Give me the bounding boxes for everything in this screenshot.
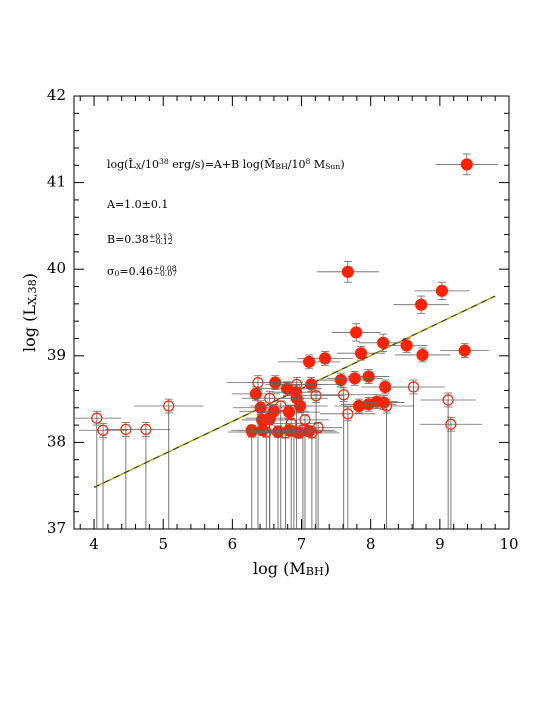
- text-part: BH: [275, 162, 288, 171]
- detection-point: [282, 405, 296, 419]
- text-part: /10: [141, 158, 159, 171]
- upper-limit-point: [312, 422, 324, 434]
- text-part: Sun: [325, 162, 340, 171]
- text-part: σ: [107, 265, 115, 278]
- y-tick-label: 41: [47, 173, 66, 191]
- text-part: +0.08: [153, 264, 177, 273]
- detection-point: [400, 339, 413, 352]
- upper-limit-point: [140, 423, 152, 436]
- upper-limit-point: [285, 417, 297, 429]
- x-tick-label: 7: [297, 535, 307, 553]
- upper-limit-point: [342, 408, 354, 420]
- annotation: log(L̂X/1038 erg/s)=A+B log(M̂BH/108 MSu…: [107, 157, 345, 172]
- detection-point: [416, 348, 429, 362]
- upper-limit-point: [264, 414, 276, 426]
- x-axis-label: log (MBH): [253, 559, 330, 579]
- annotation: σ0=0.46+0.08 −0.07: [107, 264, 177, 279]
- text-part: −0.07: [154, 269, 178, 278]
- upper-limit-point: [264, 392, 276, 404]
- detection-point: [348, 372, 361, 385]
- text-part: ): [20, 273, 39, 279]
- y-tick-label: 39: [47, 346, 66, 364]
- upper-limit-point: [163, 400, 175, 412]
- upper-limit-point: [288, 425, 300, 437]
- text-part: 8: [305, 157, 310, 166]
- upper-limit-point: [338, 389, 350, 401]
- detection-point: [318, 352, 332, 365]
- annotation: B=0.38+0.13 −0.12: [107, 232, 173, 247]
- text-part: ): [340, 158, 344, 171]
- upper-limit-point: [252, 377, 264, 389]
- text-part: X,38: [26, 279, 39, 305]
- upper-limit-point: [260, 426, 272, 438]
- upper-limit-point: [442, 394, 454, 406]
- upper-limit-point: [91, 412, 103, 424]
- x-tick-label: 6: [228, 535, 238, 553]
- detection-point: [354, 347, 368, 360]
- text-part: log (M: [253, 559, 306, 578]
- y-tick-label: 37: [47, 519, 66, 537]
- upper-limit-point: [445, 418, 457, 430]
- upper-limit-point: [299, 414, 311, 426]
- detection-point: [334, 373, 348, 387]
- text-part: X: [136, 162, 142, 171]
- text-part: log (L: [20, 305, 39, 352]
- y-axis-label: log (LX,38): [20, 273, 40, 352]
- detection-point: [460, 158, 473, 171]
- text-part: A=1.0±0.1: [106, 198, 168, 211]
- text-part: erg/s)=A+B log(M̂: [169, 158, 276, 171]
- detection-point: [362, 370, 375, 383]
- annotation: A=1.0±0.1: [106, 198, 168, 211]
- detection-point: [350, 326, 363, 339]
- upper-limit-point: [380, 400, 393, 412]
- text-part: /10: [288, 158, 306, 171]
- detection-point: [458, 344, 471, 357]
- text-part: =0.46: [119, 265, 153, 278]
- detection-point: [435, 284, 449, 297]
- x-tick-label: 9: [435, 535, 445, 553]
- x-tick-label: 4: [89, 535, 99, 553]
- text-part: +0.13: [149, 232, 173, 241]
- text-part: ): [324, 559, 330, 578]
- text-part: −0.12: [149, 237, 173, 246]
- y-tick-label: 40: [47, 259, 66, 277]
- upper-limit-point: [275, 400, 287, 412]
- detection-point: [249, 387, 262, 401]
- upper-limit-point: [310, 390, 322, 402]
- y-tick-label: 42: [47, 86, 66, 104]
- detection-point: [303, 355, 316, 368]
- upper-limit-point: [97, 424, 109, 436]
- text-part: log(L̂: [107, 158, 136, 171]
- text-part: BH: [306, 565, 324, 578]
- detection-point: [415, 298, 428, 311]
- detection-point: [377, 336, 390, 349]
- upper-limit-point: [407, 381, 420, 393]
- x-tick-label: 8: [366, 535, 376, 553]
- x-tick-label: 5: [158, 535, 168, 553]
- text-part: 38: [159, 157, 169, 166]
- x-tick-label: 10: [499, 535, 518, 553]
- text-part: B=0.38: [107, 233, 149, 246]
- y-tick-label: 38: [47, 432, 66, 450]
- text-part: M: [310, 158, 325, 171]
- text-part: 0: [115, 269, 120, 278]
- detection-point: [341, 265, 354, 278]
- upper-limit-point: [291, 378, 303, 390]
